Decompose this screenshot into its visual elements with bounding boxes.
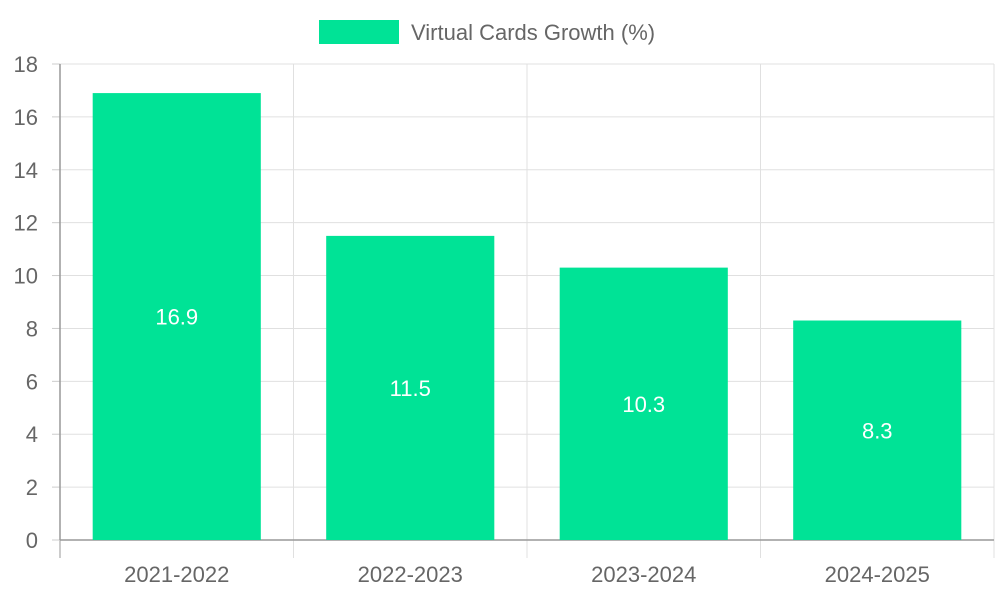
y-tick-label: 14 bbox=[14, 158, 38, 183]
y-tick-label: 8 bbox=[26, 316, 38, 341]
legend[interactable]: Virtual Cards Growth (%) bbox=[319, 20, 655, 45]
x-tick-label: 2024-2025 bbox=[825, 562, 930, 587]
bar-value-label: 8.3 bbox=[862, 418, 893, 443]
x-tick-label: 2023-2024 bbox=[591, 562, 696, 587]
y-tick-label: 0 bbox=[26, 528, 38, 553]
bar-value-label: 16.9 bbox=[155, 305, 198, 330]
bars bbox=[92, 93, 962, 540]
bar-value-label: 11.5 bbox=[390, 376, 431, 401]
x-tick-label: 2022-2023 bbox=[358, 562, 463, 587]
bar-2024-2025[interactable] bbox=[793, 320, 962, 540]
y-tick-label: 10 bbox=[14, 264, 38, 289]
y-tick-label: 2 bbox=[26, 475, 38, 500]
y-tick-label: 6 bbox=[26, 369, 38, 394]
y-tick-label: 4 bbox=[26, 422, 38, 447]
bar-2022-2023[interactable] bbox=[326, 235, 495, 540]
x-tick-label: 2021-2022 bbox=[124, 562, 229, 587]
y-tick-label: 12 bbox=[14, 211, 38, 236]
legend-swatch bbox=[319, 20, 399, 44]
bar-value-label: 10.3 bbox=[622, 392, 665, 417]
legend-label: Virtual Cards Growth (%) bbox=[411, 20, 655, 45]
data-labels: 16.9 11.5 10.3 8.3 bbox=[155, 305, 892, 444]
bar-2023-2024[interactable] bbox=[559, 267, 728, 540]
y-tick-label: 18 bbox=[14, 52, 38, 77]
y-tick-label: 16 bbox=[14, 105, 38, 130]
bar-2021-2022[interactable] bbox=[92, 93, 261, 540]
